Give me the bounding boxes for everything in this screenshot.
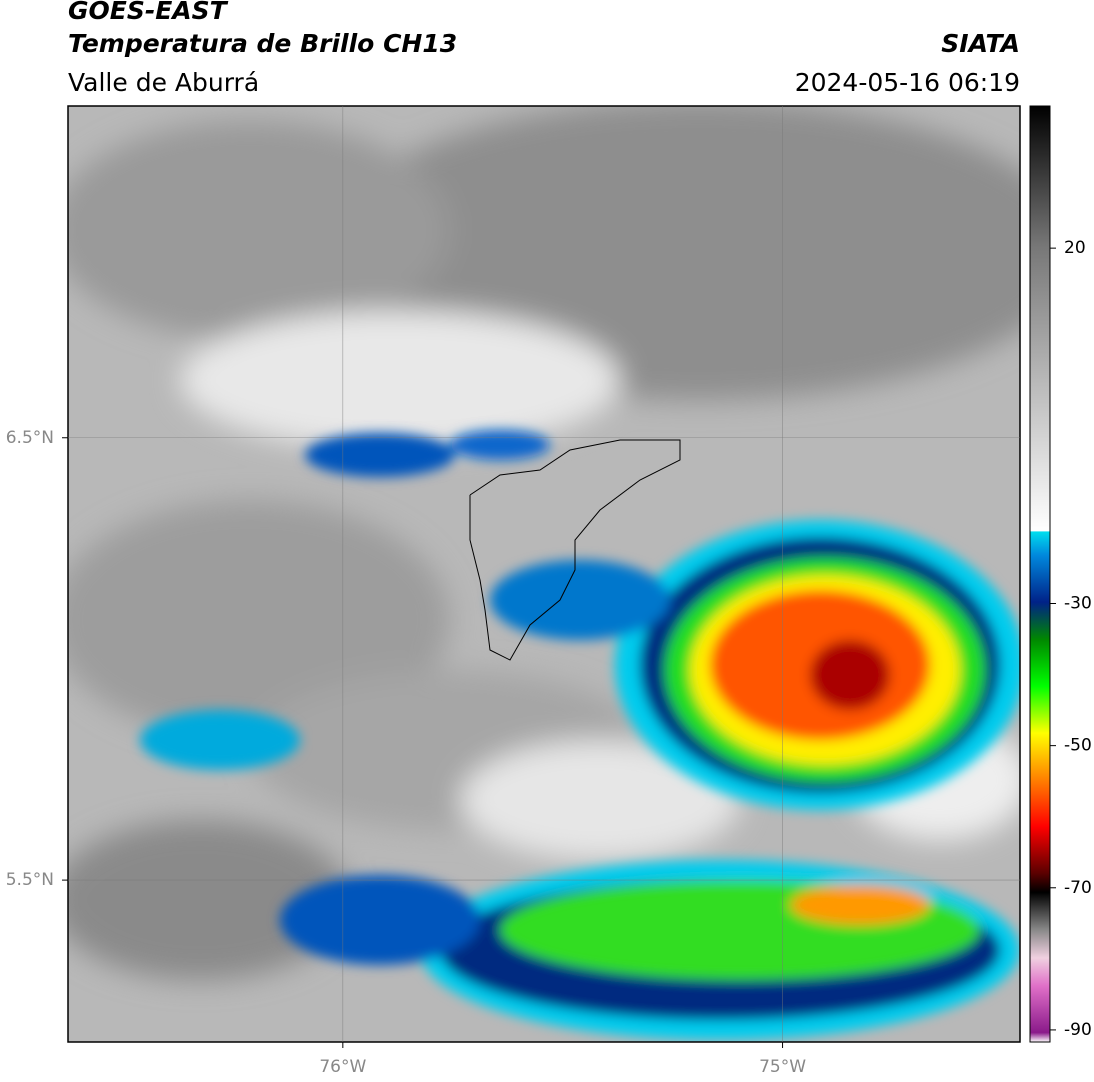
colorbar-tick-label: -90 [1064,1020,1092,1040]
colorbar-tick-label: -50 [1064,736,1092,756]
colorbar [1029,105,1051,1043]
colorbar-tick-label: -70 [1064,878,1092,898]
product: Temperatura de Brillo CH13 [68,29,457,58]
x-tick-label: 76°W [319,1057,366,1077]
colorbar-tick-label: 20 [1064,238,1086,258]
map-frame [67,105,1021,1043]
satellite-image [68,106,1020,1042]
colorbar-tick-label: -30 [1064,593,1092,613]
timestamp: 2024-05-16 06:19 [795,68,1020,97]
agency: SIATA [941,29,1020,58]
region: Valle de Aburrá [68,68,259,97]
x-tick-label: 75°W [759,1057,806,1077]
y-tick-label: 5.5°N [6,870,54,890]
source: GOES-EAST [68,0,229,25]
y-tick-label: 6.5°N [6,428,54,448]
